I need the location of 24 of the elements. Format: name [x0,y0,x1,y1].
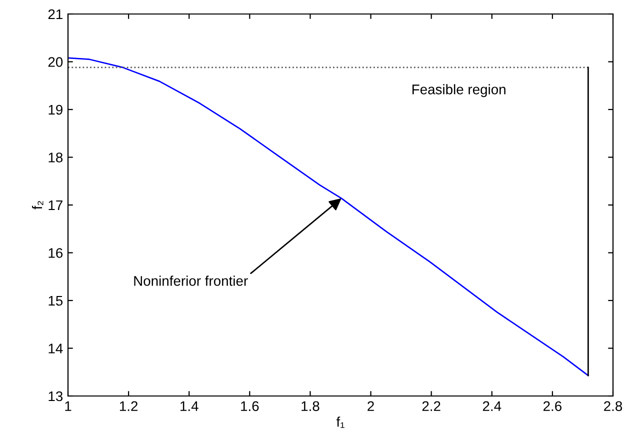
y-tick-label: 14 [48,344,63,354]
x-tick-label: 2.2 [422,401,440,411]
x-tick-label: 2 [368,401,374,411]
x-axis-title: f₁ [336,416,344,428]
y-tick-label: 20 [48,57,63,67]
x-tick-label: 2.8 [604,401,622,412]
y-tick-label: 21 [48,9,62,20]
x-tick-label: 2.4 [482,401,502,411]
y-axis-title: f₂ [32,201,44,210]
x-tick-label: 1.4 [180,401,198,411]
y-tick-label: 13 [48,391,63,402]
annotation: Feasible region [412,84,506,98]
y-tick-label: 17 [48,200,62,210]
x-tick-label: 1 [65,401,72,411]
x-tick-label: 1.2 [120,401,138,411]
y-tick-label: 18 [48,152,63,162]
y-tick-label: 19 [48,104,62,115]
y-tick-label: 16 [48,248,63,258]
line-series [68,57,589,376]
annotation: Noninferior frontier [134,276,248,286]
x-tick-label: 1.8 [302,401,320,412]
x-tick-label: 2.6 [543,401,562,412]
x-tick-label: 1.6 [241,401,259,412]
y-tick-label: 15 [48,296,63,306]
